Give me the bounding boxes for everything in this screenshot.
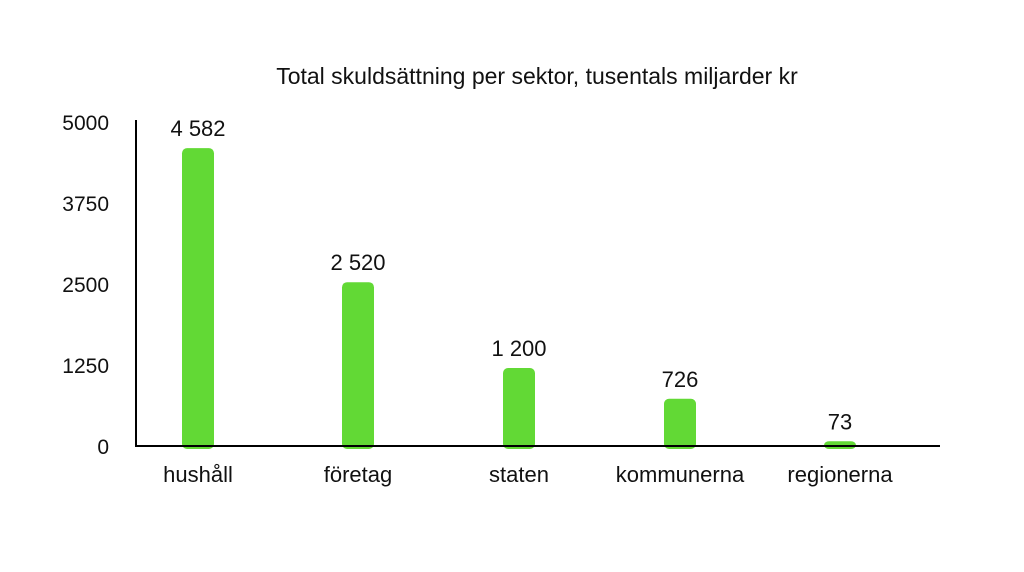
category-label: regionerna [787,462,893,487]
y-axis-ticks: 0 1250 2500 3750 5000 [62,112,109,459]
data-label: 4 582 [170,116,225,141]
chart-title: Total skuldsättning per sektor, tusental… [276,63,798,89]
category-label: företag [324,462,393,487]
data-label: 1 200 [491,336,546,361]
y-tick-label: 5000 [62,112,109,135]
data-labels: 4 582 2 520 1 200 726 73 [170,116,852,434]
category-label: hushåll [163,462,233,487]
y-tick-label: 2500 [62,274,109,297]
y-tick-label: 1250 [62,355,109,378]
category-labels: hushåll företag staten kommunerna regionerna [163,462,893,487]
data-label: 726 [662,367,699,392]
data-label: 2 520 [330,250,385,275]
data-label: 73 [828,409,852,434]
bar-hushåll [182,148,214,450]
bars [182,148,856,450]
y-tick-label: 0 [97,436,109,459]
bar-kommunerna [664,398,696,449]
bar-staten [503,368,535,449]
bar-företag [342,282,374,449]
y-tick-label: 3750 [62,193,109,216]
category-label: staten [489,462,549,487]
category-label: kommunerna [616,462,745,487]
